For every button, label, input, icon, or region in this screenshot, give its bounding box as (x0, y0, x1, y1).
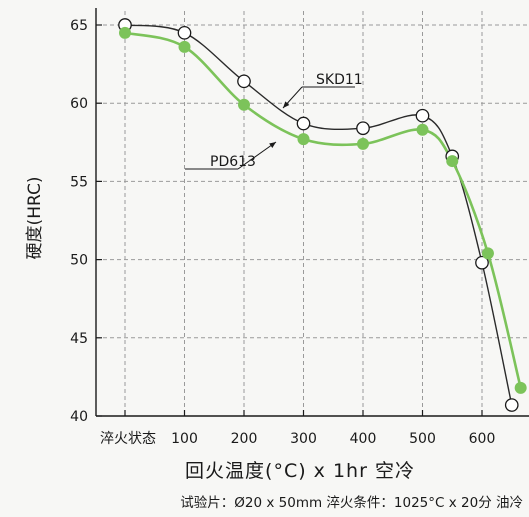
y-tick-label-50: 50 (70, 253, 88, 269)
series-label-skd11: SKD11 (316, 72, 363, 88)
point-pd613-7 (481, 247, 494, 260)
x-axis-title: 回火温度(°C) x 1hr 空冷 (185, 460, 415, 482)
point-pd613-8 (514, 381, 527, 394)
x-tick-label-400: 400 (350, 431, 377, 447)
point-skd11-8 (504, 398, 519, 412)
point-skd11-1 (177, 25, 192, 40)
series-labels: SKD11 PD613 (185, 72, 363, 170)
point-pd613-0 (119, 26, 131, 39)
y-tick-label-60: 60 (70, 96, 88, 112)
test-conditions-note: 试验片：Ø20 x 50mm 淬火条件：1025°C x 20分 油冷 (180, 495, 523, 511)
x-tick-label-500: 500 (409, 431, 436, 447)
tick-labels: 40 45 50 55 60 65 淬火状态 100 200 300 400 500 600 (70, 18, 495, 447)
point-pd613-2 (238, 98, 250, 111)
point-pd613-1 (178, 40, 191, 53)
x-tick-label-600: 600 (469, 431, 496, 447)
x-tick-label-200: 200 (231, 431, 258, 447)
point-pd613-5 (416, 123, 429, 136)
point-pd613-4 (357, 137, 369, 150)
point-skd11-5 (415, 108, 430, 123)
series-markers (118, 18, 527, 412)
y-axis-title: 硬度(HRC) (25, 177, 45, 260)
label-arrowhead-pd613 (269, 142, 276, 148)
x-tick-label-100: 100 (171, 431, 198, 447)
x-tick-label-300: 300 (290, 431, 317, 447)
point-pd613-3 (297, 133, 310, 146)
y-tick-label-65: 65 (70, 18, 88, 34)
point-skd11-3 (296, 116, 311, 131)
gridlines (96, 11, 529, 416)
y-tick-label-45: 45 (70, 331, 88, 347)
label-arrowhead-skd11 (283, 101, 290, 108)
series-label-pd613: PD613 (210, 154, 256, 170)
x-tick-label-as-quenched: 淬火状态 (100, 431, 156, 447)
point-skd11-7 (475, 255, 489, 270)
y-tick-label-40: 40 (70, 409, 88, 425)
point-skd11-4 (356, 121, 370, 136)
axes (95, 8, 529, 417)
point-pd613-6 (446, 155, 459, 168)
label-leader-pd613 (237, 141, 277, 170)
point-skd11-2 (237, 74, 251, 89)
y-tick-label-55: 55 (70, 174, 88, 190)
